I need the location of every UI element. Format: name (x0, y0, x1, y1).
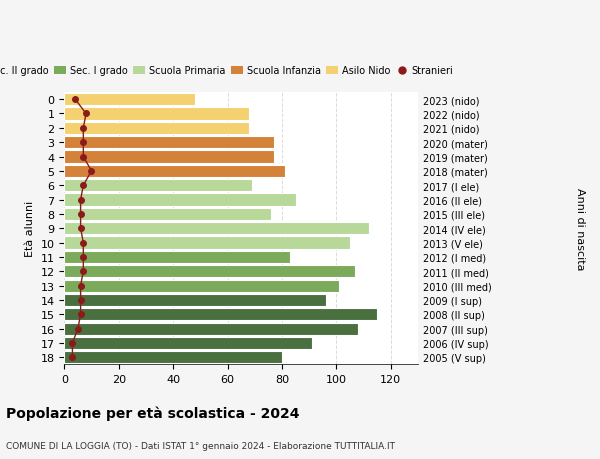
Bar (64, 223, 369, 235)
Bar (64, 308, 377, 321)
Bar (64, 151, 274, 163)
Bar (64, 251, 290, 263)
Bar (64, 194, 296, 206)
Bar (64, 352, 282, 364)
Text: COMUNE DI LA LOGGIA (TO) - Dati ISTAT 1° gennaio 2024 - Elaborazione TUTTITALIA.: COMUNE DI LA LOGGIA (TO) - Dati ISTAT 1°… (6, 441, 395, 450)
Y-axis label: Età alunni: Età alunni (25, 201, 35, 257)
Bar (64, 280, 339, 292)
Bar (64, 137, 274, 149)
Bar (64, 94, 195, 106)
Bar (64, 323, 358, 335)
Y-axis label: Anni di nascita: Anni di nascita (575, 188, 585, 270)
Bar (64, 180, 252, 192)
Bar (64, 123, 250, 134)
Legend: Sec. II grado, Sec. I grado, Scuola Primaria, Scuola Infanzia, Asilo Nido, Stran: Sec. II grado, Sec. I grado, Scuola Prim… (0, 62, 457, 80)
Bar (64, 237, 350, 249)
Bar (64, 108, 250, 120)
Bar (64, 208, 271, 220)
Text: Popolazione per età scolastica - 2024: Popolazione per età scolastica - 2024 (6, 405, 299, 420)
Bar (64, 294, 326, 306)
Bar (64, 337, 312, 349)
Bar (64, 266, 355, 278)
Bar (64, 165, 285, 178)
